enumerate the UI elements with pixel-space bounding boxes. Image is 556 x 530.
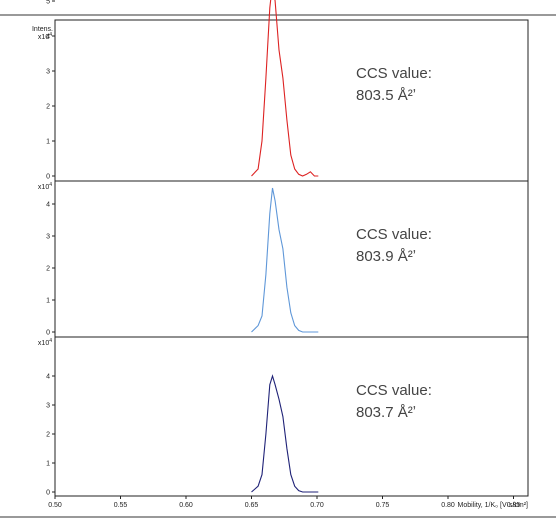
panel-2-trace: [251, 187, 319, 333]
y-tick-label: 0: [46, 490, 50, 497]
y-tick-label: 2: [46, 432, 50, 439]
y-tick-label: 4: [46, 374, 50, 381]
x-tick-label: 0.75: [376, 502, 390, 509]
ccs-label: CCS value:: [356, 226, 432, 243]
ccs-value: 803.5 Å²ʼ: [356, 87, 416, 104]
ccs-value: 803.7 Å²ʼ: [356, 404, 416, 421]
y-tick-label: 5: [46, 0, 50, 6]
panel-1-trace: [251, 0, 319, 177]
x-tick-label: 0.55: [114, 502, 128, 509]
x-axis-title: Mobility, 1/K₀ [V·s/cm²]: [458, 502, 529, 509]
y-tick-label: 3: [46, 403, 50, 410]
y-multiplier-label: x104: [38, 338, 52, 347]
x-tick-label: 0.85: [507, 502, 521, 509]
y-tick-label: 1: [46, 139, 50, 146]
panel-3-trace: [251, 374, 319, 493]
x-tick-label: 0.60: [179, 502, 193, 509]
y-tick-label: 3: [46, 234, 50, 241]
y-tick-label: 4: [46, 202, 50, 209]
y-tick-label: 0: [46, 174, 50, 181]
x-tick-label: 0.80: [441, 502, 455, 509]
ccs-label: CCS value:: [356, 65, 432, 82]
y-tick-label: 3: [46, 69, 50, 76]
y-tick-label: 2: [46, 266, 50, 273]
y-axis-title: Intens.: [32, 26, 53, 33]
y-tick-label: 1: [46, 461, 50, 468]
y-multiplier-label: x104: [38, 32, 52, 41]
x-tick-label: 0.50: [48, 502, 62, 509]
y-tick-label: 2: [46, 104, 50, 111]
y-multiplier-label: x104: [38, 182, 52, 191]
ccs-value: 803.9 Å²ʼ: [356, 248, 416, 265]
y-tick-label: 1: [46, 298, 50, 305]
ccs-label: CCS value:: [356, 382, 432, 399]
y-tick-label: 4: [46, 34, 50, 41]
x-tick-label: 0.65: [245, 502, 259, 509]
x-tick-label: 0.70: [310, 502, 324, 509]
panel-3-frame: [54, 336, 529, 497]
y-tick-label: 0: [46, 330, 50, 337]
